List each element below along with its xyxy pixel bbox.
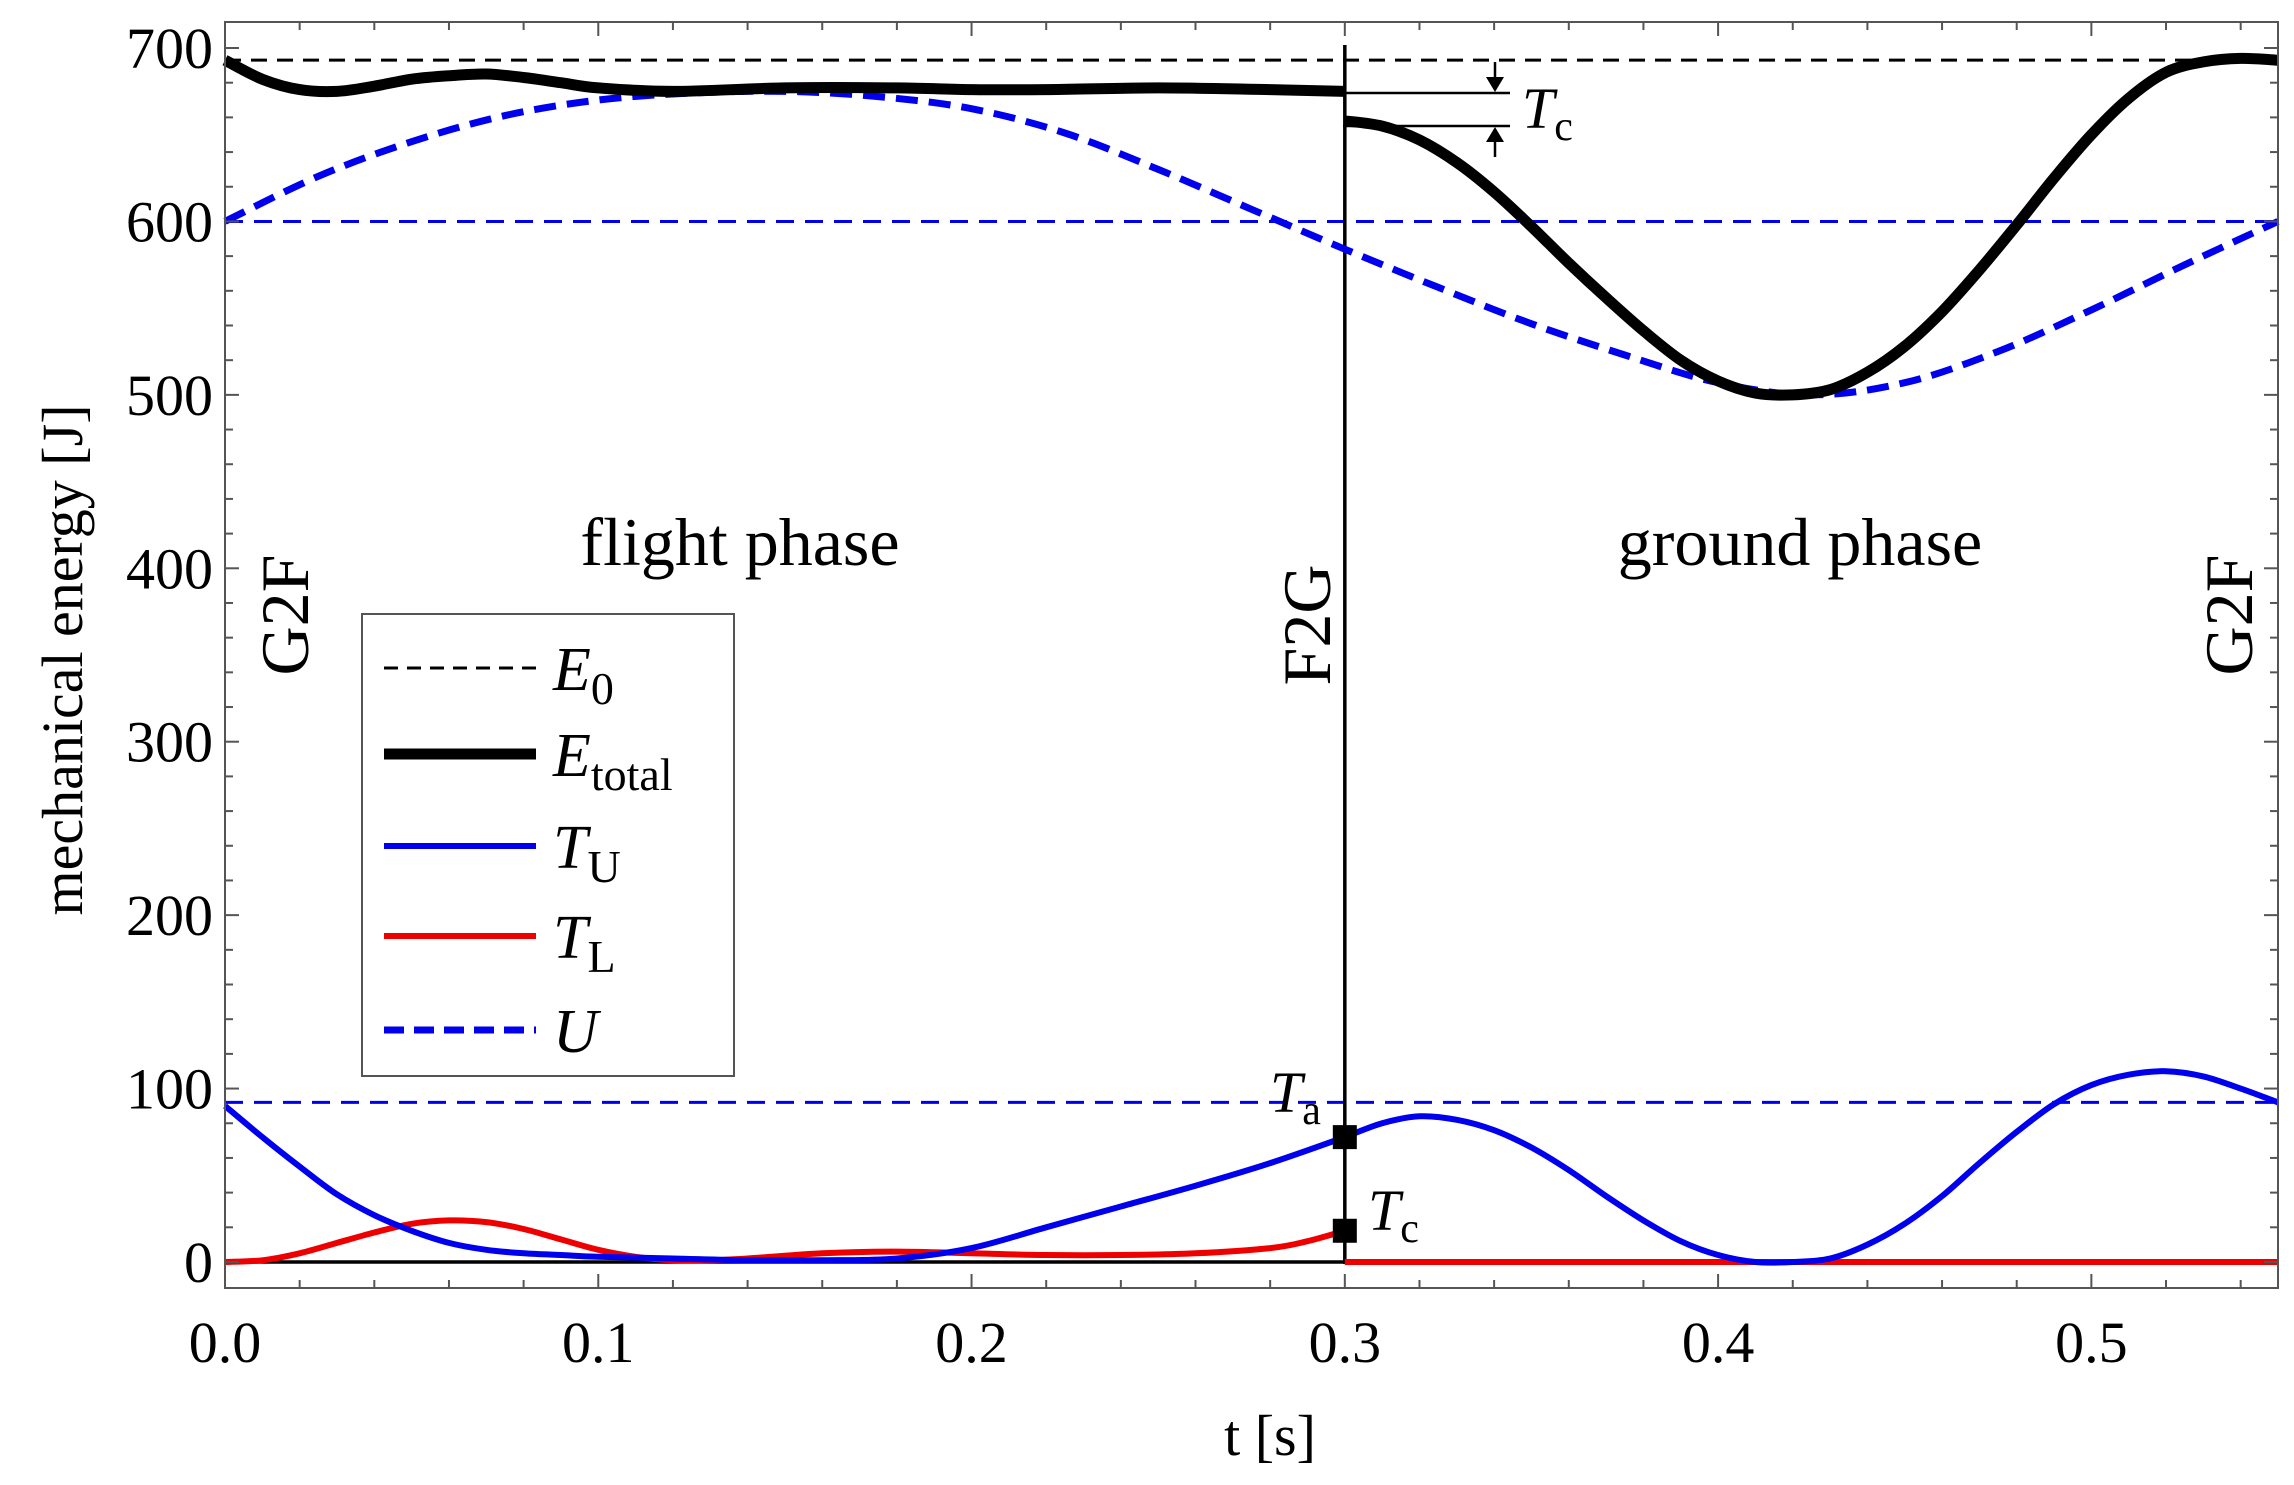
y-tick-label: 200 — [126, 883, 213, 948]
series-e-total-segment-0 — [222, 55, 1345, 98]
y-tick-label: 600 — [126, 189, 213, 254]
event-label-start: G2F — [247, 555, 323, 676]
legend-label-e0: E0 — [552, 636, 614, 714]
y-tick-label: 300 — [126, 710, 213, 775]
annotation-tc-top: Tc — [1343, 62, 1573, 157]
x-axis-title: t [s] — [1224, 1403, 1316, 1468]
plot-area — [222, 45, 2280, 1266]
ta-label: Ta — [1270, 1060, 1321, 1134]
x-tick-label: 0.4 — [1682, 1310, 1755, 1375]
legend-label-tu: TU — [553, 814, 621, 892]
x-tick-label: 0.5 — [2055, 1310, 2128, 1375]
legend-label-u: U — [553, 998, 602, 1066]
tc-top-label: Tc — [1522, 76, 1573, 150]
y-tick-label: 500 — [126, 363, 213, 428]
y-tick-label: 700 — [126, 16, 213, 81]
y-axis-title: mechanical energy [J] — [30, 404, 95, 915]
y-tick-label: 400 — [126, 536, 213, 601]
event-label-middle: F2G — [1269, 565, 1345, 686]
event-label-end: G2F — [2191, 555, 2267, 676]
tc-top-arrowhead-lower — [1486, 127, 1504, 142]
tc-top-arrowhead-upper — [1486, 77, 1504, 92]
legend: E0 Etotal TU TL U — [361, 613, 735, 1077]
series-t-u-segment-1 — [1343, 1068, 2280, 1266]
ta-marker — [1332, 1125, 1357, 1150]
legend-label-tl: TL — [553, 904, 616, 982]
x-tick-label: 0.3 — [1309, 1310, 1382, 1375]
ground-phase-label: ground phase — [1618, 504, 1982, 580]
series-e-total-segment-1 — [1344, 52, 2279, 401]
tc-bottom-marker — [1332, 1218, 1357, 1243]
x-tick-label: 0.0 — [189, 1310, 262, 1375]
x-tick-label: 0.1 — [562, 1310, 635, 1375]
series-t-u-segment-0 — [223, 1103, 1346, 1264]
axes: 0.0 0.1 0.2 0.3 0.4 0.5 0 100 200 300 400 500 600 700 — [126, 16, 2279, 1375]
plot-frame — [224, 21, 2279, 1289]
y-tick-label: 0 — [184, 1230, 213, 1295]
flight-phase-label: flight phase — [580, 504, 899, 580]
legend-label-etotal: Etotal — [552, 722, 673, 800]
y-tick-label: 100 — [126, 1057, 213, 1122]
tc-bottom-label: Tc — [1368, 1178, 1419, 1252]
series-u-segment-0 — [223, 87, 2280, 399]
x-tick-label: 0.2 — [935, 1310, 1008, 1375]
